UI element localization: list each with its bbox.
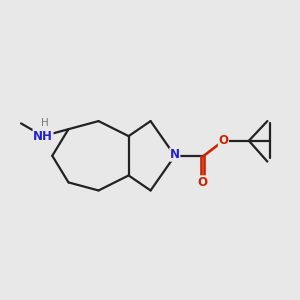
- Text: NH: NH: [33, 130, 53, 142]
- Text: O: O: [198, 176, 208, 189]
- Text: O: O: [218, 134, 228, 147]
- Text: N: N: [170, 148, 180, 161]
- Text: H: H: [41, 118, 49, 128]
